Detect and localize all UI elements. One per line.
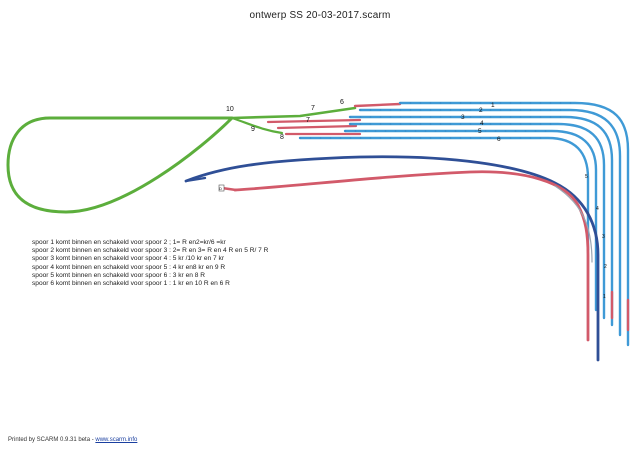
marker-4: 4 (596, 206, 599, 212)
track-label-3: 3 (461, 114, 465, 121)
footer-link[interactable]: www.scarm.info (95, 437, 138, 443)
switch-label-10: 10 (226, 106, 234, 113)
track-2 (358, 108, 622, 337)
note-line-4: spoor 4 komt binnen en schakeld voor spo… (32, 263, 226, 271)
red-switch-6 (353, 102, 402, 108)
marker-3: 3 (602, 234, 605, 240)
green-switch-branch (230, 116, 284, 135)
buffer-stop (218, 184, 225, 192)
note-line-3: spoor 3 komt binnen en schakeld voor spo… (32, 255, 225, 263)
dark-blue-spur (184, 176, 207, 183)
switch-label-8: 8 (280, 134, 284, 141)
print-footer: Printed by SCARM 0.9.31 beta - www.scarm… (8, 437, 137, 443)
track-3 (348, 115, 614, 327)
marker-5: 5 (585, 174, 588, 180)
track-label-1: 1 (491, 102, 495, 109)
footer-text: Printed by SCARM 0.9.31 beta - (8, 437, 96, 443)
green-lead-track (230, 106, 357, 120)
note-line-1: spoor 1 komt binnen en schakeld voor spo… (32, 239, 226, 246)
switch-label-7a: 7 (311, 105, 315, 112)
switch-notes: spoor 1 komt binnen en schakeld voor spo… (32, 239, 268, 288)
switch-label-6: 6 (340, 99, 344, 106)
track-6 (298, 136, 590, 252)
red-switch-9 (276, 124, 358, 130)
track-4 (348, 122, 606, 320)
track-label-5: 5 (478, 128, 482, 135)
green-return-loop (6, 116, 234, 214)
dark-blue-track (184, 155, 600, 362)
red-switch-7 (266, 118, 362, 124)
note-line-2: spoor 2 komt binnen en schakeld voor spo… (32, 247, 269, 255)
switch-label-7b: 7 (306, 117, 310, 124)
outline-curve (554, 185, 593, 263)
track-label-2: 2 (479, 107, 483, 114)
marker-2: 2 (604, 264, 607, 270)
track-label-4: 4 (480, 120, 484, 127)
track-label-6: 6 (497, 136, 501, 143)
document-title: ontwerp SS 20-03-2017.scarm (249, 10, 391, 21)
note-line-5: spoor 5 komt binnen en schakeld voor spo… (32, 271, 205, 279)
marker-1: 1 (603, 294, 606, 300)
switch-label-9: 9 (251, 126, 255, 133)
track-1 (398, 101, 630, 347)
note-line-6: spoor 6 komt binnen en schakeld voor spo… (32, 279, 230, 287)
track-5 (343, 129, 598, 312)
red-long-track (233, 170, 590, 342)
red-buffer-stub (220, 186, 238, 192)
buffer-label: D (219, 186, 222, 191)
